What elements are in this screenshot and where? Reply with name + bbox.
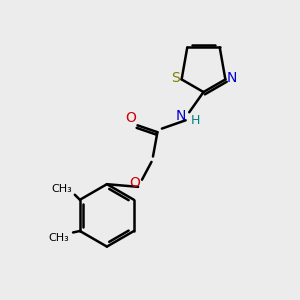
Text: O: O: [125, 111, 136, 125]
Text: N: N: [175, 109, 185, 123]
Text: S: S: [171, 71, 179, 85]
Text: N: N: [227, 71, 237, 85]
Text: CH₃: CH₃: [49, 232, 69, 242]
Text: CH₃: CH₃: [52, 184, 72, 194]
Text: H: H: [190, 114, 200, 127]
Text: O: O: [129, 176, 140, 190]
